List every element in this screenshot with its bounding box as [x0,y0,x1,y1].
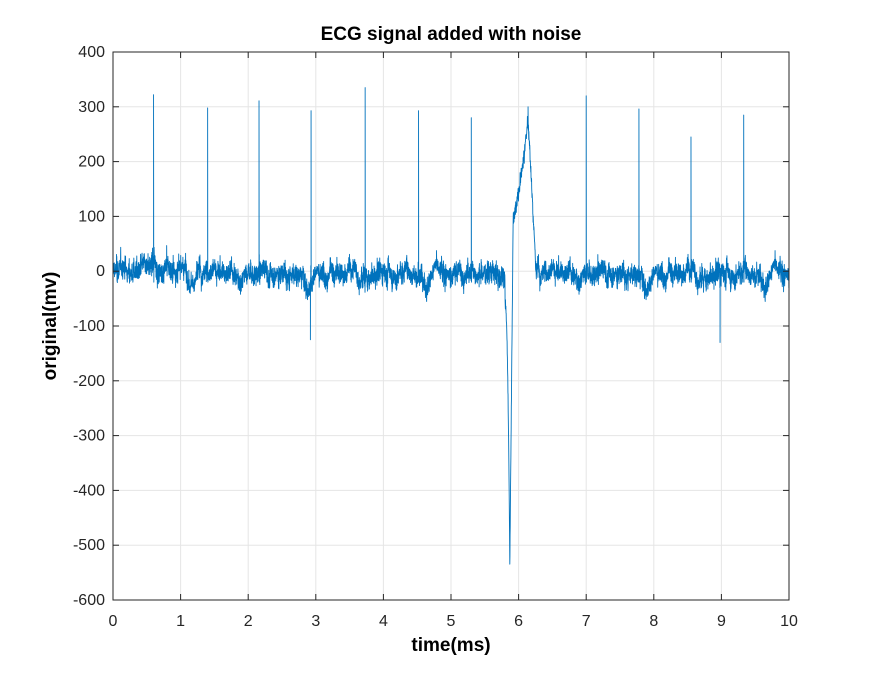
y-tick-label: -200 [73,373,105,390]
y-tick-label: -300 [73,428,105,445]
x-ticks: 0 1 2 3 4 5 6 7 8 9 10 [109,52,798,630]
y-tick-label: -400 [73,482,105,499]
y-axis-label: original(mv) [40,272,61,381]
y-tick-label: 200 [78,154,105,171]
x-tick-label: 6 [514,613,523,630]
x-tick-label: 1 [176,613,185,630]
x-tick-label: 2 [244,613,253,630]
ecg-line [112,87,790,565]
y-ticks: 400 300 200 100 0 -100 -200 -300 -400 -500 -600 [73,44,789,609]
x-tick-label: 4 [379,613,388,630]
x-tick-label: 5 [447,613,456,630]
x-tick-label: 0 [109,613,118,630]
x-tick-label: 3 [311,613,320,630]
x-tick-label: 8 [649,613,658,630]
y-tick-label: 100 [78,208,105,225]
y-tick-label: -100 [73,318,105,335]
y-tick-label: -500 [73,537,105,554]
x-tick-label: 7 [582,613,591,630]
x-axis-label: time(ms) [411,635,490,656]
y-tick-label: 300 [78,99,105,116]
x-tick-label: 9 [717,613,726,630]
series-group [112,87,790,565]
chart-title: ECG signal added with noise [321,24,582,45]
y-tick-label: 0 [96,263,105,280]
x-tick-label: 10 [780,613,798,630]
y-tick-label: -600 [73,592,105,609]
y-tick-label: 400 [78,44,105,61]
